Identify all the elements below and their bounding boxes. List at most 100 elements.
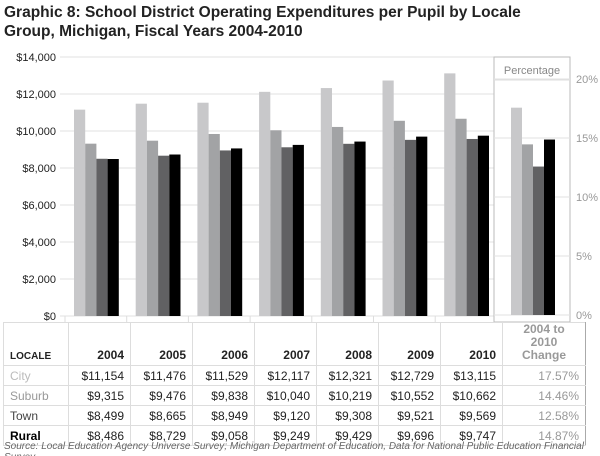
value-cell: $8,665 <box>130 405 193 426</box>
value-cell: $9,521 <box>378 405 441 426</box>
bar-city-2005 <box>135 103 147 316</box>
change-cell: 12.58% <box>502 405 586 426</box>
value-cell: $10,662 <box>440 385 503 406</box>
value-cell: $9,315 <box>68 385 131 406</box>
change-cell: 14.87% <box>502 425 586 446</box>
bar-town-2009 <box>404 139 417 316</box>
year-header: 2004 <box>68 322 131 366</box>
y-tick-label: $8,000 <box>22 163 56 175</box>
percentage-panel-title: Percentage <box>504 65 560 77</box>
bar-suburb-2008 <box>332 126 344 316</box>
percentage-tick-label: 5% <box>576 251 592 263</box>
bar-town-2004 <box>96 158 108 316</box>
bar-city-2007 <box>259 91 271 316</box>
change-header-line2: Change <box>521 348 566 362</box>
year-header: 2008 <box>316 322 379 366</box>
row-label: Suburb <box>3 385 69 406</box>
bar-rural-2004 <box>107 159 119 316</box>
value-cell: $11,529 <box>192 365 255 386</box>
table-row: Suburb $9,315 $9,476 $9,838 $10,040 $10,219 $1… <box>3 385 586 406</box>
y-tick-label: $2,000 <box>22 274 56 286</box>
y-tick-label: $10,000 <box>16 126 56 138</box>
value-cell: $9,696 <box>378 425 441 446</box>
value-cell: $9,120 <box>254 405 317 426</box>
y-tick-label: $4,000 <box>22 237 56 249</box>
bar-suburb-2004 <box>85 143 97 316</box>
bar-city-2004 <box>74 109 86 316</box>
value-cell: $9,058 <box>192 425 255 446</box>
locale-header: LOCALE <box>3 322 69 366</box>
bar-city-2008 <box>320 88 332 317</box>
bar-town-2010 <box>466 138 478 316</box>
value-cell: $13,115 <box>440 365 503 386</box>
change-header: 2004 to 2010 Change <box>502 322 586 366</box>
value-cell: $11,154 <box>68 365 131 386</box>
percentage-bar-city <box>511 107 522 315</box>
year-header: 2005 <box>130 322 193 366</box>
source-note: Source: Local Education Agency Universe … <box>4 441 584 456</box>
data-table: LOCALE 2004 2005 2006 2007 2008 2009 2010 2004 t… <box>3 322 586 446</box>
bar-rural-2010 <box>477 135 489 316</box>
bar-suburb-2006 <box>208 133 220 316</box>
percentage-tick-label: 10% <box>576 192 598 204</box>
chart-title: Graphic 8: School District Operating Exp… <box>4 4 521 40</box>
bar-rural-2006 <box>231 148 243 316</box>
value-cell: $10,552 <box>378 385 441 406</box>
year-header: 2009 <box>378 322 441 366</box>
bar-suburb-2007 <box>270 130 282 316</box>
percentage-tick-label: 0% <box>576 310 592 322</box>
change-header-line1: 2004 to 2010 <box>523 322 565 349</box>
bar-rural-2007 <box>292 144 304 316</box>
percentage-bar-suburb <box>522 144 533 315</box>
bar-city-2006 <box>197 102 209 316</box>
table-row: Rural $8,486 $8,729 $9,058 $9,249 $9,429 $9,69… <box>3 425 586 446</box>
value-cell: $12,117 <box>254 365 317 386</box>
value-cell: $8,729 <box>130 425 193 446</box>
row-label: Town <box>3 405 69 426</box>
bar-town-2007 <box>281 147 293 316</box>
year-header: 2006 <box>192 322 255 366</box>
value-cell: $10,219 <box>316 385 379 406</box>
value-cell: $8,949 <box>192 405 255 426</box>
bar-suburb-2010 <box>455 118 467 317</box>
table-row: City $11,154 $11,476 $11,529 $12,117 $12,321 $… <box>3 365 586 386</box>
y-tick-label: $14,000 <box>16 52 56 64</box>
bar-suburb-2005 <box>146 140 159 316</box>
value-cell: $8,499 <box>68 405 131 426</box>
value-cell: $9,476 <box>130 385 193 406</box>
year-header: 2007 <box>254 322 317 366</box>
table-header-row: LOCALE 2004 2005 2006 2007 2008 2009 2010 2004 t… <box>3 322 586 366</box>
value-cell: $12,321 <box>316 365 379 386</box>
value-cell: $9,747 <box>440 425 503 446</box>
table-row: Town $8,499 $8,665 $8,949 $9,120 $9,308 $9,521… <box>3 405 586 426</box>
bar-rural-2008 <box>354 141 366 316</box>
y-tick-label: $6,000 <box>22 200 56 212</box>
change-cell: 14.46% <box>502 385 586 406</box>
year-header: 2010 <box>440 322 503 366</box>
percentage-bar-town <box>533 166 544 315</box>
row-label: City <box>3 365 69 386</box>
value-cell: $9,249 <box>254 425 317 446</box>
y-tick-label: $0 <box>44 311 56 323</box>
change-cell: 17.57% <box>502 365 586 386</box>
value-cell: $10,040 <box>254 385 317 406</box>
value-cell: $9,569 <box>440 405 503 426</box>
percentage-tick-label: 20% <box>576 74 598 86</box>
y-tick-label: $12,000 <box>16 89 56 101</box>
bar-suburb-2009 <box>393 120 405 317</box>
value-cell: $12,729 <box>378 365 441 386</box>
bar-town-2008 <box>343 143 355 316</box>
value-cell: $11,476 <box>130 365 193 386</box>
bar-rural-2009 <box>416 136 428 316</box>
value-cell: $9,308 <box>316 405 379 426</box>
bar-city-2009 <box>382 80 394 317</box>
bar-rural-2005 <box>169 154 181 316</box>
value-cell: $9,838 <box>192 385 255 406</box>
bar-city-2010 <box>444 73 456 316</box>
percentage-tick-label: 15% <box>576 133 598 145</box>
percentage-bar-rural <box>544 139 555 315</box>
bar-town-2005 <box>158 155 170 316</box>
bar-town-2006 <box>219 150 231 316</box>
